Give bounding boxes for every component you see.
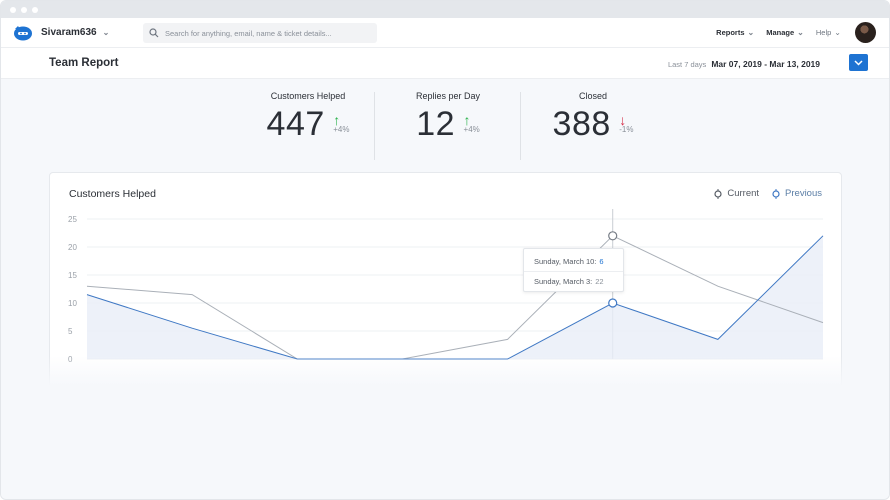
- series-line-current: [86, 235, 824, 360]
- window-chrome: [1, 1, 889, 18]
- stat-customers-helped: Customers Helped 447 ↑ +4%: [248, 91, 368, 141]
- legend-marker-icon: [772, 188, 780, 199]
- chevron-down-icon: [854, 59, 863, 66]
- nav-reports[interactable]: Reports ⌄: [716, 28, 754, 37]
- window-dot-maximize[interactable]: [32, 6, 38, 13]
- data-point-current: [608, 231, 618, 241]
- arrow-up-icon: ↑: [333, 112, 341, 128]
- account-name: Sivaram636: [41, 27, 97, 38]
- nav-reports-label: Reports: [716, 28, 745, 37]
- arrow-down-icon: ↓: [619, 112, 627, 128]
- y-tick-label: 20: [68, 243, 77, 252]
- stat-divider: [520, 92, 521, 160]
- data-point-previous: [608, 298, 618, 308]
- nav-manage-label: Manage: [766, 28, 795, 37]
- window-dot-minimize[interactable]: [21, 6, 27, 13]
- stat-name: Customers Helped: [270, 91, 346, 101]
- tooltip-label: Sunday, March 3:: [534, 277, 593, 286]
- search-bar[interactable]: [143, 23, 377, 43]
- stat-delta: ↑ +4%: [333, 112, 350, 134]
- user-avatar[interactable]: [855, 22, 876, 43]
- app-logo-icon[interactable]: [13, 24, 33, 41]
- chevron-down-icon: ⌄: [834, 28, 841, 37]
- stat-delta-value: +4%: [333, 125, 350, 134]
- legend-previous-label: Previous: [785, 188, 822, 199]
- stat-closed: Closed 388 ↓ -1%: [533, 91, 653, 141]
- legend-current-label: Current: [727, 188, 760, 199]
- nav-manage[interactable]: Manage ⌄: [766, 28, 804, 37]
- search-input[interactable]: [165, 28, 365, 38]
- stat-name: Replies per Day: [415, 91, 481, 101]
- legend-marker-icon: [714, 188, 722, 199]
- tooltip-value: 6: [599, 257, 604, 266]
- stat-replies-per-day: Replies per Day 12 ↑ +4%: [398, 91, 498, 141]
- y-tick-label: 15: [68, 271, 77, 280]
- chevron-down-icon: ⌄: [102, 28, 110, 37]
- tooltip-label: Sunday, March 10:: [534, 257, 597, 266]
- tooltip-row: Sunday, March 10: 6: [534, 257, 604, 266]
- bottom-fade-overlay: [1, 356, 889, 499]
- page-header: Team Report Last 7 days Mar 07, 2019 - M…: [1, 48, 889, 79]
- legend-current[interactable]: Current: [713, 188, 759, 199]
- stat-value: 388: [552, 105, 611, 143]
- arrow-up-icon: ↑: [463, 112, 471, 128]
- tooltip-row: Sunday, March 3: 22: [534, 277, 604, 286]
- tooltip-value: 22: [595, 277, 604, 286]
- date-range-label: Last 7 days: [667, 60, 707, 69]
- stat-delta-value: +4%: [463, 125, 480, 134]
- stats-row: Customers Helped 447 ↑ +4% Replies per D…: [1, 91, 889, 161]
- stat-divider: [374, 92, 375, 160]
- legend-previous[interactable]: Previous: [771, 188, 822, 199]
- stat-value: 447: [266, 105, 325, 143]
- date-range-dropdown-button[interactable]: [849, 54, 868, 71]
- stat-delta-value: -1%: [619, 125, 634, 134]
- account-switcher[interactable]: Sivaram636 ⌄: [41, 27, 109, 38]
- page-title: Team Report: [49, 57, 119, 69]
- chevron-down-icon: ⌄: [747, 28, 755, 37]
- date-range: Last 7 days Mar 07, 2019 - Mar 13, 2019: [668, 59, 820, 69]
- y-tick-label: 10: [68, 299, 77, 308]
- chevron-down-icon: ⌄: [797, 28, 804, 37]
- window-dot-close[interactable]: [10, 6, 16, 13]
- series-area-previous: [87, 235, 823, 359]
- search-icon: [149, 28, 159, 38]
- nav-help-label: Help: [815, 28, 832, 37]
- stat-value: 12: [416, 105, 456, 143]
- line-chart: 0510152025: [68, 209, 824, 364]
- top-navbar: Sivaram636 ⌄ Reports⌄ Manage⌄ Help⌄: [1, 18, 889, 48]
- stat-name: Closed: [578, 91, 607, 101]
- y-tick-label: 5: [68, 327, 73, 336]
- y-tick-label: 25: [68, 215, 77, 224]
- chart-title: Customers Helped: [69, 188, 156, 200]
- stat-delta: ↓ -1%: [619, 112, 634, 134]
- chart-legend: Current Previous: [713, 188, 822, 199]
- date-range-value[interactable]: Mar 07, 2019 - Mar 13, 2019: [711, 59, 820, 69]
- chart-tooltip: Sunday, March 10: 6 Sunday, March 3: 22: [523, 248, 624, 292]
- main-nav: Reports ⌄ Manage ⌄ Help ⌄: [716, 28, 841, 37]
- stat-delta: ↑ +4%: [463, 112, 480, 134]
- nav-help[interactable]: Help ⌄: [816, 28, 841, 37]
- tooltip-divider: [524, 271, 623, 272]
